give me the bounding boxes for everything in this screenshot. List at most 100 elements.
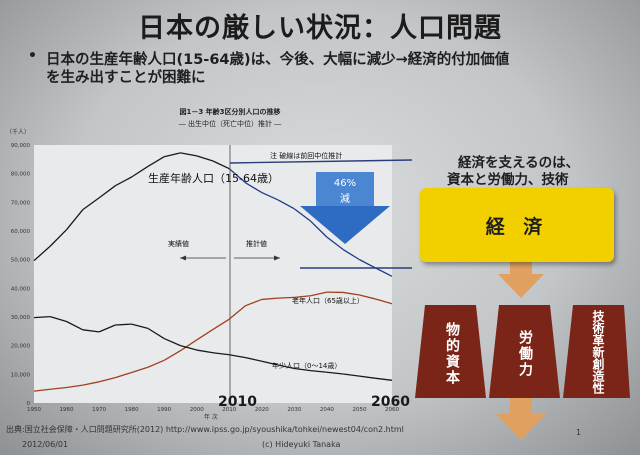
slide-title: 日本の厳しい状況：人口問題 bbox=[138, 13, 502, 44]
series-line-young bbox=[98, 324, 116, 333]
arrow-projected-head bbox=[274, 255, 280, 261]
slide-page-number: 1 bbox=[576, 428, 582, 437]
series-line-elderly bbox=[278, 296, 295, 299]
series-line-young bbox=[50, 316, 67, 323]
series-line-young bbox=[359, 375, 376, 379]
note-dashed: 注 破線は前回中位推計 bbox=[270, 151, 342, 160]
y-tick-label: 10,000 bbox=[11, 372, 31, 378]
series-line-elderly bbox=[131, 366, 149, 374]
series-line-young bbox=[33, 315, 51, 319]
series-line-young bbox=[310, 369, 327, 373]
economy-box: 経 済 bbox=[420, 188, 614, 262]
x-tick-label: 2020 bbox=[255, 407, 269, 413]
arrow-output bbox=[496, 398, 546, 440]
series-line-young bbox=[261, 360, 279, 366]
series-line-working-age bbox=[147, 156, 165, 168]
y-tick-label: 20,000 bbox=[11, 344, 31, 350]
series-line-working-age bbox=[342, 248, 360, 261]
label-elderly: 老年人口（65歳以上） bbox=[292, 296, 364, 305]
chart-subtitle: ― 出生中位（死亡中位）推計 ― bbox=[179, 119, 281, 128]
label-working-age: 生産年齢人口（15-64歳） bbox=[148, 171, 279, 185]
series-line-elderly bbox=[180, 339, 198, 352]
y-tick-label: 50,000 bbox=[11, 258, 31, 264]
series-line-young bbox=[277, 364, 295, 370]
series-line-young bbox=[212, 352, 230, 356]
x-tick-label: 1990 bbox=[157, 407, 171, 413]
series-line-young bbox=[343, 373, 360, 377]
annotation-projected: 推計値 bbox=[246, 239, 267, 248]
series-line-working-age bbox=[245, 182, 263, 194]
y-tick-label: 30,000 bbox=[11, 315, 31, 321]
y-tick-label: 70,000 bbox=[11, 200, 31, 206]
x-tick-label: 2000 bbox=[190, 407, 204, 413]
source-citation: 出典:国立社会保障・人口問題研究所(2012) http://www.ipss.… bbox=[6, 425, 404, 434]
series-line-young bbox=[82, 329, 100, 333]
series-line-young bbox=[180, 344, 197, 351]
x-tick-label: 2040 bbox=[320, 407, 334, 413]
series-line-young bbox=[163, 337, 181, 347]
series-line-working-age bbox=[33, 245, 51, 262]
right-heading-line2: 資本と労働力、技術 bbox=[447, 172, 569, 188]
series-line-working-age bbox=[228, 168, 246, 184]
arrow-economy-to-pillars bbox=[498, 262, 544, 298]
series-line-working-age bbox=[115, 176, 132, 187]
pillar-physical-capital bbox=[415, 305, 486, 398]
series-line-elderly bbox=[196, 328, 214, 341]
series-line-young bbox=[245, 356, 262, 362]
series-line-elderly bbox=[82, 381, 100, 386]
series-line-young bbox=[375, 377, 393, 381]
series-line-elderly bbox=[261, 297, 279, 301]
y-unit-label: （千人） bbox=[6, 128, 30, 136]
x-tick-label: 2030 bbox=[287, 407, 301, 413]
series-line-elderly bbox=[228, 305, 246, 320]
series-line-working-age bbox=[49, 229, 68, 247]
x-tick-label: 2010 bbox=[222, 407, 236, 413]
series-line-working-age bbox=[66, 209, 84, 231]
pillar1-label: 物的資本 bbox=[444, 322, 460, 386]
x-tick-label: 1970 bbox=[92, 407, 106, 413]
series-line-young bbox=[229, 354, 246, 359]
series-line-elderly bbox=[245, 298, 263, 307]
series-line-working-age bbox=[375, 267, 393, 277]
year-2010: 2010 bbox=[218, 394, 257, 410]
series-line-young bbox=[294, 367, 311, 372]
series-line-working-age bbox=[310, 220, 328, 238]
series-line-working-age bbox=[196, 155, 214, 162]
pillar-labor bbox=[489, 305, 560, 398]
chart-title: 図1－3 年齢3区分別人口の推移 bbox=[179, 107, 280, 116]
x-tick-label: 1980 bbox=[125, 407, 139, 413]
bullet-marker: • bbox=[28, 48, 37, 64]
series-line-elderly bbox=[163, 350, 181, 361]
series-line-elderly bbox=[375, 298, 393, 305]
series-line-elderly bbox=[147, 359, 165, 368]
series-line-working-age bbox=[131, 165, 149, 178]
marker-line-2010 bbox=[229, 159, 413, 164]
series-line-working-age bbox=[164, 152, 181, 158]
series-line-working-age bbox=[359, 259, 377, 269]
x-tick-label: 1960 bbox=[60, 407, 74, 413]
right-heading-line1: 経済を支えるのは、 bbox=[458, 155, 580, 171]
decrease-pct: 46% bbox=[334, 178, 356, 189]
series-line-elderly bbox=[212, 318, 230, 330]
x-tick-label: 1950 bbox=[27, 407, 41, 413]
series-line-young bbox=[147, 327, 165, 340]
y-tick-label: 80,000 bbox=[11, 172, 31, 178]
series-line-working-age bbox=[82, 197, 100, 211]
series-line-young bbox=[66, 320, 84, 331]
y-tick-label: 40,000 bbox=[11, 286, 31, 292]
y-tick-label: 60,000 bbox=[11, 229, 31, 235]
series-line-elderly bbox=[359, 294, 376, 300]
series-line-working-age bbox=[212, 160, 230, 170]
series-line-working-age bbox=[326, 236, 344, 251]
body-text-line2: を生み出すことが困難に bbox=[46, 70, 206, 86]
body-text-line1: 日本の生産年齢人口(15-64歳)は、今後、大幅に減少→経済的付加価値 bbox=[46, 52, 510, 68]
x-axis-label: 年 次 bbox=[204, 413, 218, 421]
series-line-elderly bbox=[115, 371, 132, 379]
slide-date: 2012/06/01 bbox=[22, 440, 69, 449]
series-line-elderly bbox=[310, 291, 328, 297]
economy-label: 経 済 bbox=[485, 216, 549, 238]
series-line-working-age bbox=[261, 191, 279, 201]
pillar-innovation bbox=[563, 305, 630, 398]
